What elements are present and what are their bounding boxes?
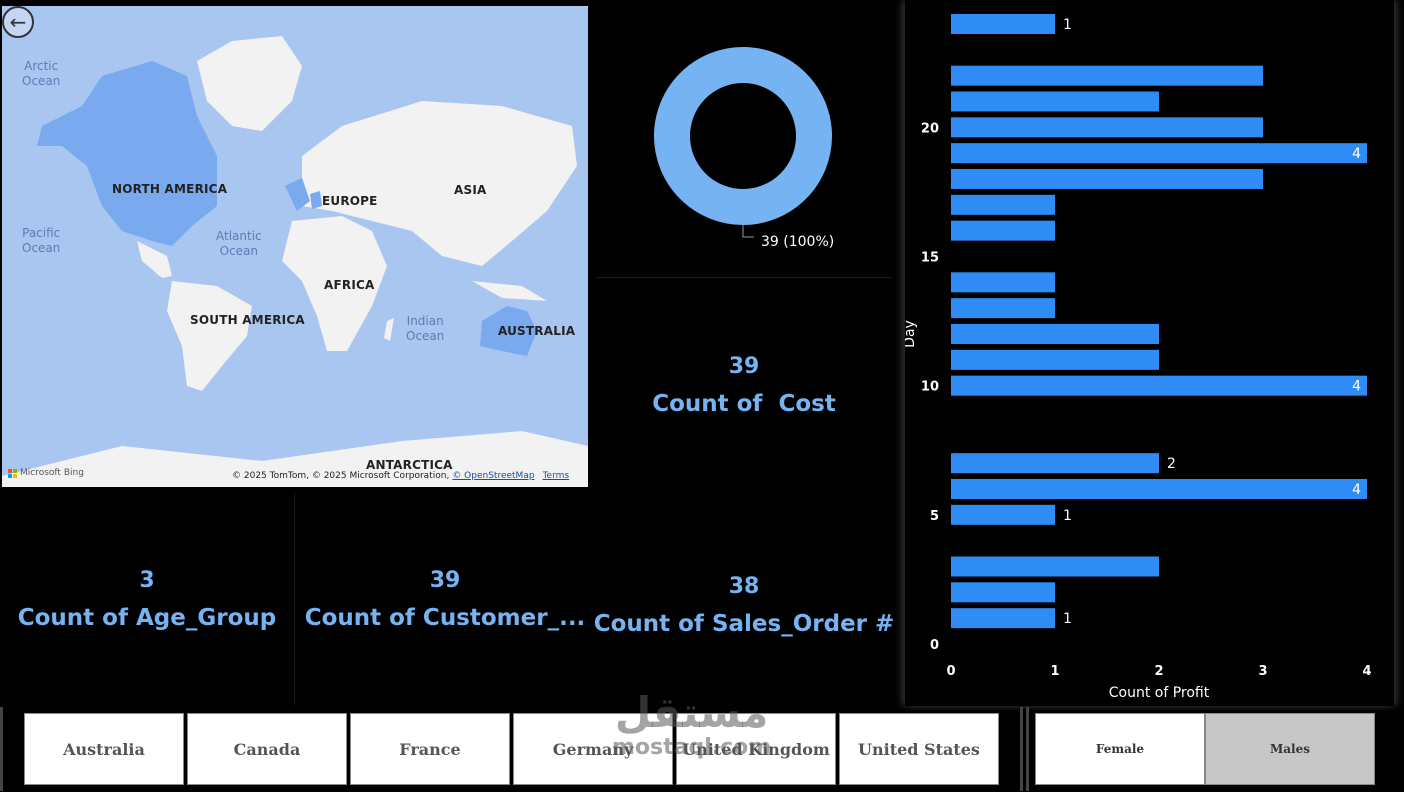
- bar[interactable]: [951, 556, 1159, 577]
- bar[interactable]: [951, 608, 1055, 629]
- bar[interactable]: [951, 14, 1055, 34]
- card-value: 39: [728, 353, 760, 379]
- bar[interactable]: [951, 504, 1055, 525]
- back-button[interactable]: ←: [2, 6, 34, 38]
- card-caption: Count of Age_Group: [17, 604, 277, 631]
- map-attribution: © 2025 TomTom, © 2025 Microsoft Corporat…: [232, 471, 570, 481]
- y-tick-label: 15: [921, 251, 939, 266]
- bar[interactable]: [951, 375, 1367, 396]
- bar[interactable]: [951, 194, 1055, 215]
- continent-label: ASIA: [454, 183, 487, 197]
- card-count-sales-order[interactable]: 38 Count of Sales_Order #: [593, 505, 895, 705]
- slicer-country-france[interactable]: France: [350, 713, 510, 785]
- bar-data-label: 4: [1352, 146, 1361, 162]
- bing-logo: Microsoft Bing: [8, 468, 84, 478]
- bar-data-label: 1: [1063, 508, 1072, 524]
- bar[interactable]: [951, 453, 1159, 474]
- y-tick-label: 5: [930, 509, 939, 524]
- bar-data-label: 2: [1167, 456, 1176, 472]
- microsoft-logo-icon: [8, 468, 17, 478]
- divider: [596, 277, 892, 278]
- slicer-gender-female[interactable]: Female: [1035, 713, 1205, 785]
- card-caption: Count of Customer_...: [304, 604, 586, 631]
- x-tick-label: 3: [1258, 664, 1267, 679]
- bar[interactable]: [951, 349, 1159, 370]
- slicer-country-united-states[interactable]: United States: [839, 713, 999, 785]
- slicer-country-australia[interactable]: Australia: [24, 713, 184, 785]
- card-caption: Count of Cost: [652, 390, 836, 417]
- bar[interactable]: [951, 298, 1055, 319]
- bar[interactable]: [951, 143, 1367, 164]
- slicer-country-germany[interactable]: Germany: [513, 713, 673, 785]
- ocean-label: Arctic Ocean: [22, 59, 61, 88]
- continent-label: SOUTH AMERICA: [190, 313, 305, 327]
- card-value: 3: [139, 567, 155, 593]
- continent-label: ANTARCTICA: [366, 458, 453, 472]
- bar[interactable]: [951, 479, 1367, 499]
- y-tick-label: 0: [930, 638, 939, 653]
- card-count-cost[interactable]: 39 Count of Cost: [596, 278, 892, 492]
- country-slicer-frame: [0, 707, 1023, 791]
- bar[interactable]: [951, 272, 1055, 293]
- bar-data-label: 4: [1352, 482, 1361, 498]
- x-tick-label: 2: [1154, 664, 1163, 679]
- donut-data-label: 39 (100%): [761, 234, 834, 250]
- terms-link[interactable]: Terms: [542, 471, 570, 481]
- slicer-country-united-kingdom[interactable]: United Kingdom: [676, 713, 836, 785]
- map-land: [2, 36, 588, 487]
- divider: [294, 493, 295, 705]
- gender-slicer-frame: [1026, 707, 1404, 791]
- card-count-age-group[interactable]: 3 Count of Age_Group: [0, 493, 294, 705]
- back-arrow-icon: ←: [9, 10, 27, 34]
- bar[interactable]: [951, 220, 1055, 241]
- continent-label: AUSTRALIA: [498, 324, 576, 338]
- openstreetmap-link[interactable]: © OpenStreetMap: [452, 471, 535, 481]
- bar[interactable]: [951, 91, 1159, 112]
- card-count-customer[interactable]: 39 Count of Customer_...: [296, 493, 594, 705]
- slicer-country-canada[interactable]: Canada: [187, 713, 347, 785]
- y-tick-label: 10: [921, 380, 939, 395]
- ocean-label: Indian Ocean: [406, 314, 445, 343]
- world-map[interactable]: ← NORTH AMERICA EUROPE ASIA AFRICA SOUTH…: [2, 6, 588, 487]
- x-tick-label: 4: [1362, 664, 1371, 679]
- continent-label: AFRICA: [324, 278, 375, 292]
- donut-chart[interactable]: 39 (100%): [596, 0, 892, 276]
- card-value: 39: [429, 567, 461, 593]
- continent-label: NORTH AMERICA: [112, 182, 228, 196]
- x-axis-title: Count of Profit: [1109, 685, 1210, 701]
- ocean-label: Pacific Ocean: [22, 226, 61, 255]
- slicer-gender-males[interactable]: Males: [1205, 713, 1375, 785]
- bar-data-label: 1: [1063, 17, 1072, 33]
- country-slicer: Australia Canada France Germany United K…: [24, 713, 1002, 785]
- bar[interactable]: [951, 582, 1055, 603]
- x-tick-label: 1: [1050, 664, 1059, 679]
- bar[interactable]: [951, 65, 1263, 86]
- card-caption: Count of Sales_Order #: [593, 610, 895, 637]
- x-tick-label: 0: [946, 664, 955, 679]
- bar[interactable]: [951, 117, 1263, 138]
- profit-by-day-chart[interactable]: 1 1 4 2 4 4 1 0 5 10 15 20 0 1 2 3 4 Count of Profit Day: [902, 0, 1394, 706]
- bar-data-label: 4: [1352, 379, 1361, 395]
- gender-slicer: Female Males: [1035, 713, 1375, 785]
- donut-leader-line: [742, 225, 754, 238]
- y-tick-label: 20: [921, 121, 939, 136]
- donut-ring[interactable]: [654, 47, 832, 225]
- continent-label: EUROPE: [322, 194, 378, 208]
- bar[interactable]: [951, 169, 1263, 189]
- ocean-label: Atlantic Ocean: [216, 229, 262, 258]
- card-value: 38: [728, 573, 760, 599]
- y-axis-title: Day: [905, 320, 918, 348]
- bar-data-label: 1: [1063, 611, 1072, 627]
- bar[interactable]: [951, 324, 1159, 344]
